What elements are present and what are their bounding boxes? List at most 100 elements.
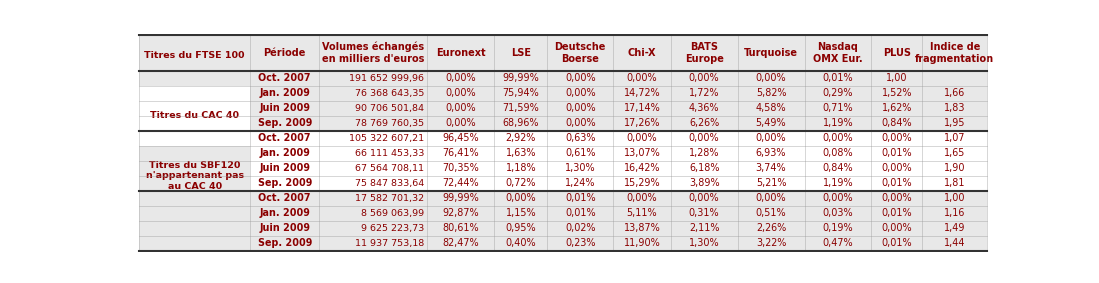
Bar [140,86,987,101]
Text: 1,83: 1,83 [944,103,966,113]
Text: 0,71%: 0,71% [823,103,853,113]
Text: PLUS: PLUS [882,48,911,58]
Bar [804,35,872,71]
Text: 0,00%: 0,00% [823,133,853,143]
Text: Période: Période [264,48,306,58]
Bar [140,131,987,146]
Text: Oct. 2007: Oct. 2007 [258,73,311,83]
Text: 5,82%: 5,82% [756,88,786,98]
Text: 0,00%: 0,00% [626,73,657,83]
Text: Titres du FTSE 100: Titres du FTSE 100 [144,51,245,60]
Text: 15,29%: 15,29% [623,178,660,188]
Text: 1,63%: 1,63% [506,148,536,158]
Text: 1,49: 1,49 [944,223,966,233]
Text: 0,00%: 0,00% [626,133,657,143]
Text: 96,45%: 96,45% [442,133,479,143]
Text: Volumes échangés
en milliers d'euros: Volumes échangés en milliers d'euros [322,42,424,64]
Bar [140,146,987,161]
Text: Jan. 2009: Jan. 2009 [259,88,310,98]
Text: 4,58%: 4,58% [756,103,787,113]
Text: 0,00%: 0,00% [689,73,720,83]
Text: Sep. 2009: Sep. 2009 [257,178,312,188]
Text: 1,95: 1,95 [944,118,966,128]
Bar [140,35,251,71]
Text: 6,26%: 6,26% [689,118,719,128]
Text: 1,90: 1,90 [944,163,966,173]
Text: 0,00%: 0,00% [881,163,912,173]
Text: 17 582 701,32: 17 582 701,32 [355,194,424,203]
Text: Nasdaq
OMX Eur.: Nasdaq OMX Eur. [813,42,863,64]
Text: 80,61%: 80,61% [442,223,479,233]
Bar [140,25,251,86]
Text: 99,99%: 99,99% [442,193,479,203]
Text: 0,00%: 0,00% [823,193,853,203]
Text: 13,87%: 13,87% [623,223,660,233]
Text: 0,00%: 0,00% [565,118,596,128]
Text: 0,63%: 0,63% [565,133,596,143]
Bar [251,35,319,71]
Text: 0,95%: 0,95% [506,223,536,233]
Text: 76,41%: 76,41% [442,148,479,158]
Text: 0,00%: 0,00% [445,103,476,113]
Text: 0,01%: 0,01% [565,208,596,218]
Text: 1,19%: 1,19% [823,178,853,188]
Text: Jan. 2009: Jan. 2009 [259,208,310,218]
Text: Sep. 2009: Sep. 2009 [257,118,312,128]
Text: 0,84%: 0,84% [881,118,912,128]
Text: 78 769 760,35: 78 769 760,35 [355,119,424,128]
Bar [613,35,670,71]
Text: 0,51%: 0,51% [756,208,787,218]
Text: 9 625 223,73: 9 625 223,73 [360,224,424,233]
Text: 0,00%: 0,00% [881,223,912,233]
Text: 72,44%: 72,44% [442,178,479,188]
Text: 1,18%: 1,18% [506,163,536,173]
Text: 3,89%: 3,89% [689,178,720,188]
Text: 0,00%: 0,00% [756,73,787,83]
Text: 1,15%: 1,15% [506,208,536,218]
Text: Echantillon: Echantillon [164,48,225,58]
Text: 1,28%: 1,28% [689,148,720,158]
Text: 2,11%: 2,11% [689,223,720,233]
Bar [922,35,987,71]
Bar [737,35,804,71]
Text: 0,01%: 0,01% [823,73,853,83]
Text: Juin 2009: Juin 2009 [259,103,310,113]
Bar [140,221,987,236]
Text: 1,62%: 1,62% [881,103,912,113]
Text: 13,07%: 13,07% [623,148,660,158]
Text: 1,72%: 1,72% [689,88,720,98]
Text: 1,00: 1,00 [944,193,966,203]
Text: Jan. 2009: Jan. 2009 [259,148,310,158]
Text: Euronext: Euronext [435,48,486,58]
Text: 1,07: 1,07 [944,133,966,143]
Text: 5,11%: 5,11% [626,208,657,218]
Text: 0,02%: 0,02% [565,223,596,233]
Text: 1,00: 1,00 [886,73,908,83]
Text: 0,47%: 0,47% [823,238,853,248]
Text: 0,01%: 0,01% [881,178,912,188]
Text: 0,29%: 0,29% [823,88,853,98]
Text: Indice de
fragmentation: Indice de fragmentation [915,42,995,64]
Text: 0,84%: 0,84% [823,163,853,173]
Text: 0,00%: 0,00% [565,88,596,98]
Text: 92,87%: 92,87% [442,208,479,218]
Text: 75 847 833,64: 75 847 833,64 [355,179,424,188]
Text: 0,00%: 0,00% [565,73,596,83]
Text: 5,21%: 5,21% [756,178,786,188]
Text: 0,00%: 0,00% [506,193,536,203]
Bar [670,35,737,71]
Bar [547,35,613,71]
Text: Juin 2009: Juin 2009 [259,163,310,173]
Text: 1,16: 1,16 [944,208,966,218]
Text: 0,03%: 0,03% [823,208,853,218]
Text: 0,31%: 0,31% [689,208,720,218]
Text: 6,93%: 6,93% [756,148,786,158]
Text: 75,94%: 75,94% [502,88,540,98]
Bar [140,161,987,176]
Bar [140,191,987,206]
Text: 0,00%: 0,00% [445,118,476,128]
Text: 191 652 999,96: 191 652 999,96 [349,74,424,83]
Text: Sep. 2009: Sep. 2009 [257,238,312,248]
Text: 1,65: 1,65 [944,148,966,158]
Text: Oct. 2007: Oct. 2007 [258,193,311,203]
